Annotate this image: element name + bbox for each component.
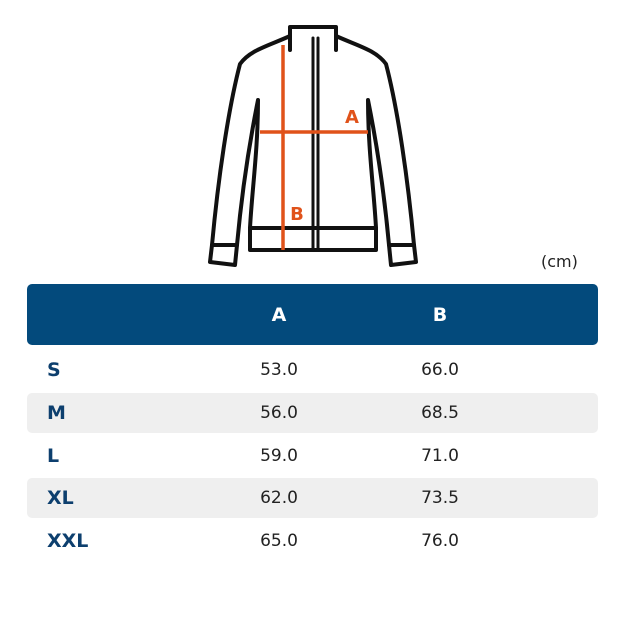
measurement: 68.5: [421, 403, 459, 423]
column-header: A: [271, 303, 287, 326]
size-label: M: [47, 402, 66, 424]
size-label: L: [47, 445, 60, 467]
measurement: 62.0: [260, 488, 298, 508]
table-row: L 59.0 71.0: [27, 436, 598, 476]
measurement: 71.0: [421, 446, 459, 466]
measurement: 53.0: [260, 360, 298, 380]
measurement: 59.0: [260, 446, 298, 466]
label-a: A: [345, 107, 359, 128]
size-label: S: [47, 359, 61, 381]
table-row: S 53.0 66.0: [27, 350, 598, 390]
measurement: 76.0: [421, 531, 459, 551]
measurement: 66.0: [421, 360, 459, 380]
table-row: M 56.0 68.5: [27, 393, 598, 433]
measurement: 65.0: [260, 531, 298, 551]
measurement: 56.0: [260, 403, 298, 423]
size-label: XL: [47, 487, 74, 509]
column-header: B: [432, 303, 448, 326]
jacket-diagram: A B: [208, 25, 418, 267]
label-b: B: [290, 204, 304, 225]
unit-label: (cm): [541, 252, 578, 271]
table-row: XL 62.0 73.5: [27, 478, 598, 518]
size-label: XXL: [47, 530, 89, 552]
table-row: XXL 65.0 76.0: [27, 521, 598, 561]
measurement: 73.5: [421, 488, 459, 508]
